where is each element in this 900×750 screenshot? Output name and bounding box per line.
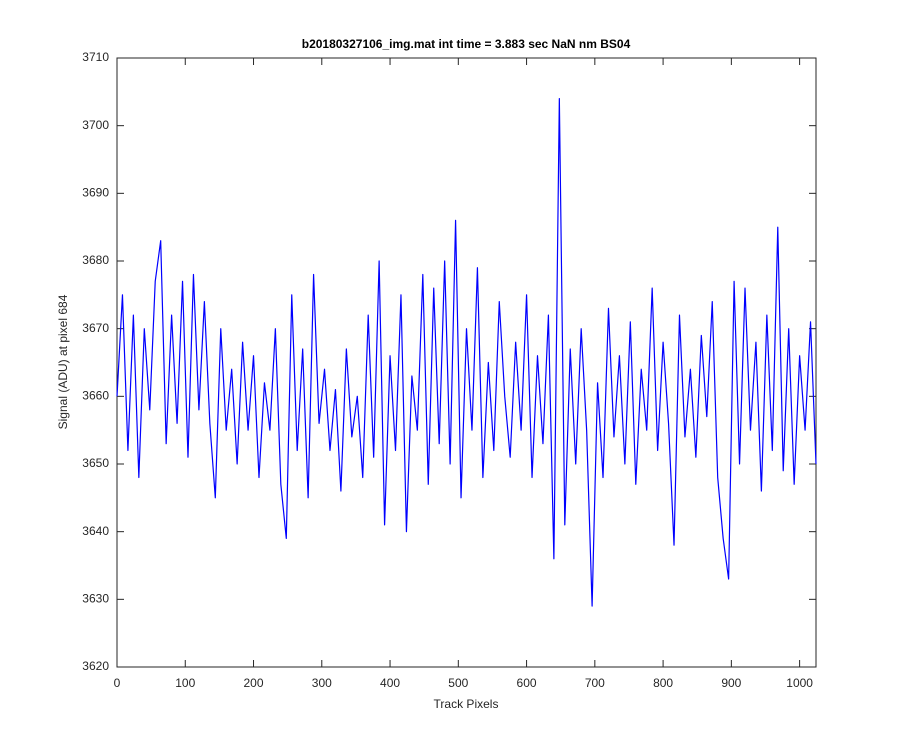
- x-tick-label: 600: [517, 676, 537, 690]
- x-tick-label: 800: [653, 676, 673, 690]
- y-tick-label: 3690: [82, 186, 109, 200]
- y-tick-label: 3620: [82, 659, 109, 673]
- y-tick-label: 3670: [82, 321, 109, 335]
- x-tick-label: 700: [585, 676, 605, 690]
- y-tick-label: 3700: [82, 118, 109, 132]
- x-tick-label: 0: [114, 676, 121, 690]
- chart-title: b20180327106_img.mat int time = 3.883 se…: [302, 37, 631, 51]
- plot-frame: [116, 57, 817, 668]
- y-tick-label: 3650: [82, 456, 109, 470]
- y-tick-label: 3630: [82, 592, 109, 606]
- y-axis-label: Signal (ADU) at pixel 684: [56, 294, 70, 429]
- y-tick-label: 3660: [82, 389, 109, 403]
- y-tick-label: 3680: [82, 253, 109, 267]
- x-tick-label: 900: [721, 676, 741, 690]
- x-tick-label: 500: [448, 676, 468, 690]
- y-tick-label: 3640: [82, 524, 109, 538]
- x-tick-label: 400: [380, 676, 400, 690]
- x-tick-label: 1000: [786, 676, 813, 690]
- x-tick-label: 300: [312, 676, 332, 690]
- data-line: [116, 98, 817, 607]
- x-axis-label: Track Pixels: [434, 697, 499, 711]
- x-tick-label: 100: [175, 676, 195, 690]
- x-tick-label: 200: [244, 676, 264, 690]
- y-tick-label: 3710: [82, 50, 109, 64]
